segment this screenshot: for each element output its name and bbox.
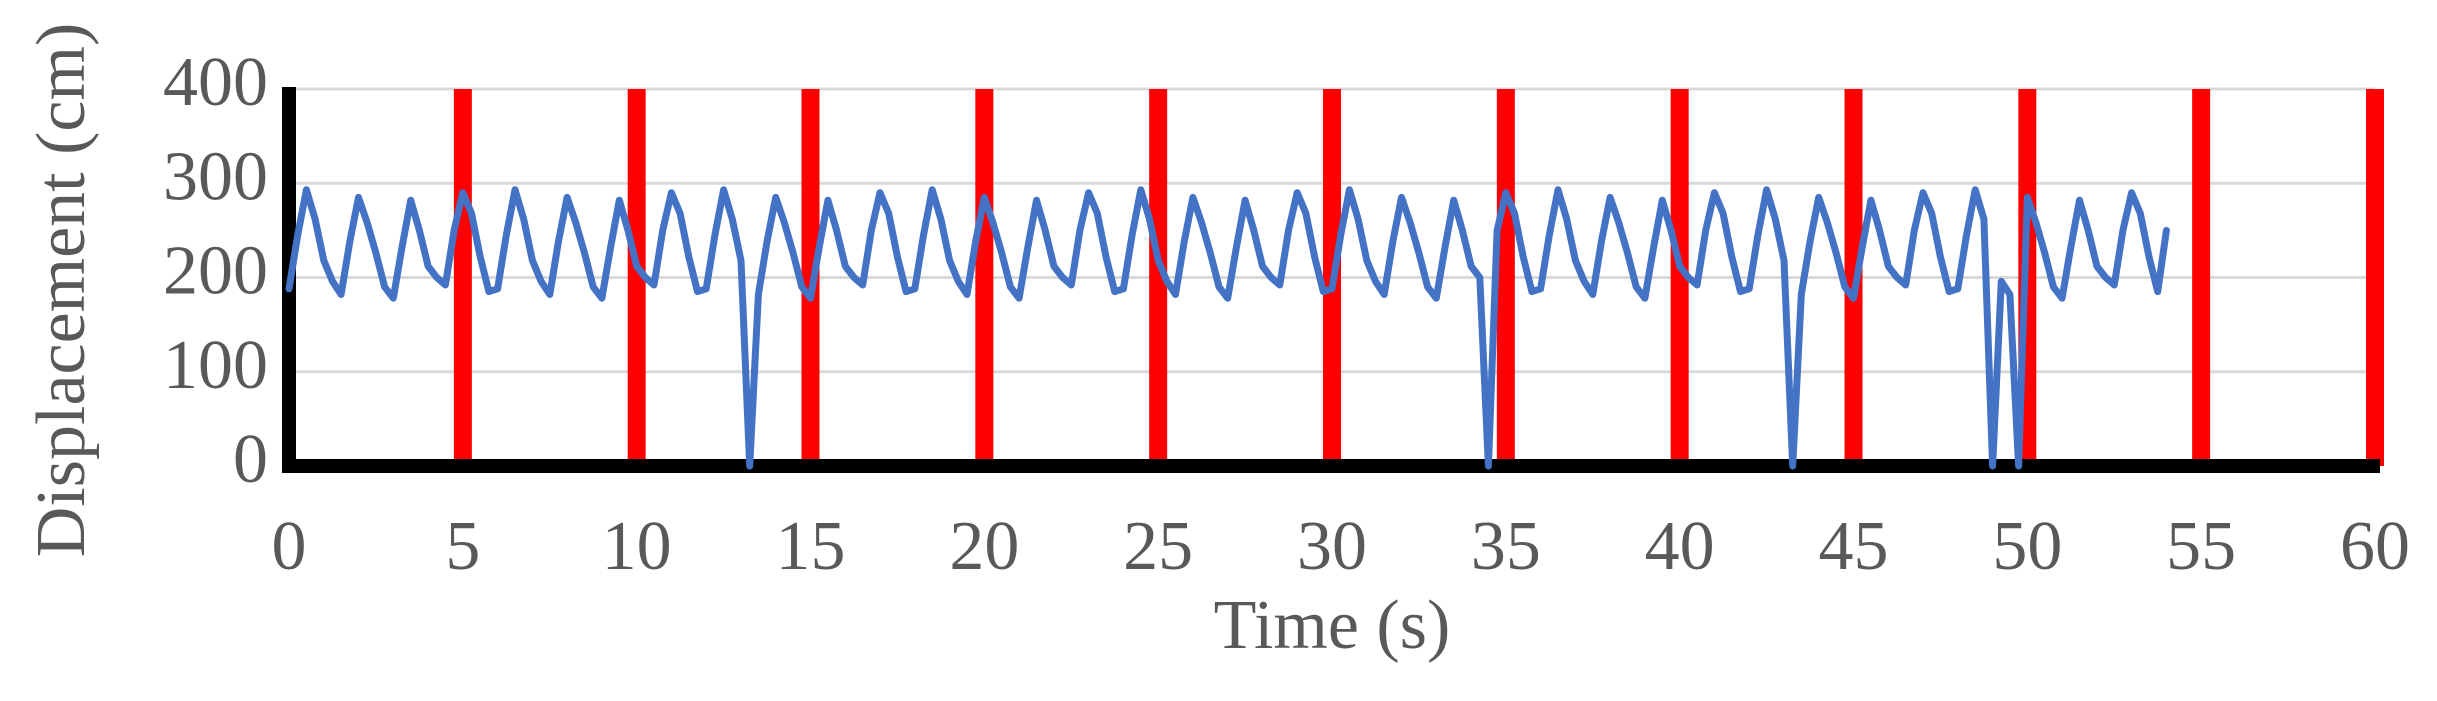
event-bar [2192,89,2211,466]
y-tick-label: 300 [163,138,268,215]
event-bar [1670,89,1689,466]
y-tick-label: 400 [163,44,268,121]
x-tick-label: 0 [272,508,307,585]
x-tick-label: 50 [1992,508,2062,585]
y-axis-title: Displacement (cm) [23,23,100,558]
x-axis-title: Time (s) [1214,587,1451,664]
x-tick-label: 15 [776,508,846,585]
x-tick-label: 5 [445,508,480,585]
x-tick-label: 55 [2166,508,2236,585]
event-bar [627,89,646,466]
x-tick-label: 45 [1819,508,1889,585]
event-bar [1496,89,1515,466]
event-bar [975,89,994,466]
x-tick-label: 10 [602,508,672,585]
x-tick-label: 60 [2340,508,2410,585]
x-tick-label: 20 [949,508,1019,585]
x-tick-label: 25 [1123,508,1193,585]
x-tick-label: 35 [1471,508,1541,585]
event-bar [1149,89,1168,466]
y-tick-label: 0 [233,421,268,498]
x-tick-label: 40 [1645,508,1715,585]
y-tick-label: 100 [163,327,268,404]
event-bar [2366,89,2384,466]
data-line [285,186,2170,470]
event-bar [453,89,472,466]
x-tick-label: 30 [1297,508,1367,585]
y-tick-label: 200 [163,233,268,310]
